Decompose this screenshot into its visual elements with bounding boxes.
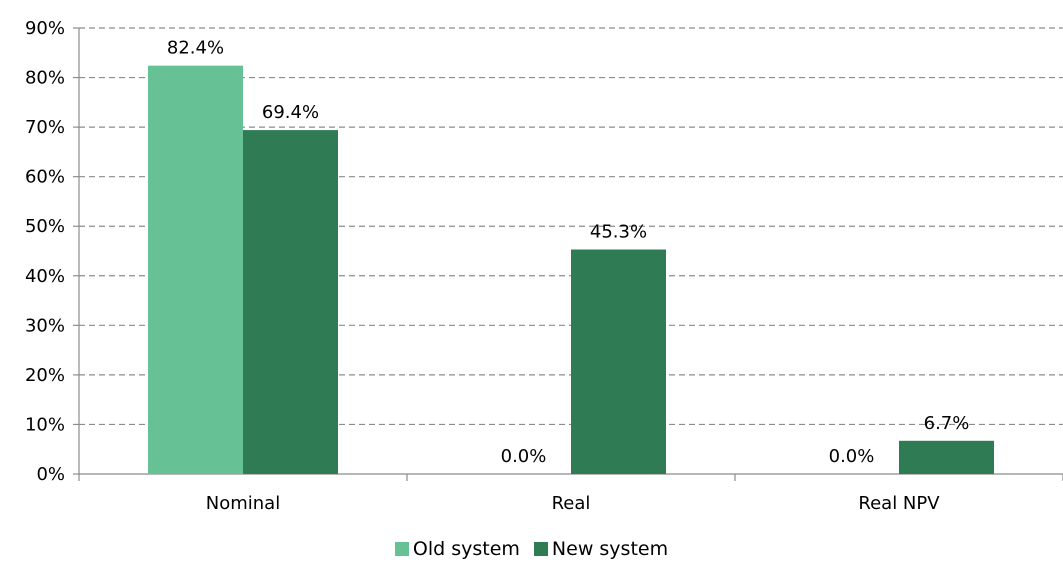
y-tick-label: 10%	[25, 414, 65, 435]
data-label: 45.3%	[590, 222, 647, 243]
bar-old-system	[148, 65, 243, 474]
y-tick-label: 80%	[25, 68, 65, 89]
x-category-label: Real NPV	[858, 493, 940, 514]
legend-item-new-system: New system	[533, 538, 669, 560]
data-label: 69.4%	[262, 102, 319, 123]
y-tick-label: 0%	[36, 464, 65, 485]
data-label: 0.0%	[501, 446, 547, 467]
bar-chart: 0% 10% 20% 30% 40% 50% 60% 70% 80% 90% 82.4% 69.4% N…	[25, 18, 1063, 514]
x-category-label: Nominal	[206, 493, 280, 514]
y-tick-label: 30%	[25, 315, 65, 336]
bar-new-system	[899, 440, 994, 474]
legend-swatch-old-system	[394, 542, 409, 556]
y-tick-label: 60%	[25, 167, 65, 188]
data-label: 0.0%	[829, 446, 875, 467]
data-label: 82.4%	[167, 38, 224, 59]
y-tick-label: 40%	[25, 266, 65, 287]
y-tick-label: 20%	[25, 365, 65, 386]
x-category-label: Real	[552, 493, 591, 514]
legend-label-new-system: New system	[551, 538, 669, 560]
bar-new-system	[243, 130, 338, 474]
legend-item-old-system: Old system	[394, 538, 520, 560]
data-label: 6.7%	[924, 413, 970, 434]
y-tick-label: 50%	[25, 216, 65, 237]
y-tick-label: 90%	[25, 18, 65, 39]
legend-swatch-new-system	[533, 542, 548, 556]
legend-label-old-system: Old system	[412, 538, 520, 560]
bar-new-system	[571, 249, 666, 474]
legend: Old system New system	[0, 538, 1063, 560]
y-tick-label: 70%	[25, 117, 65, 138]
